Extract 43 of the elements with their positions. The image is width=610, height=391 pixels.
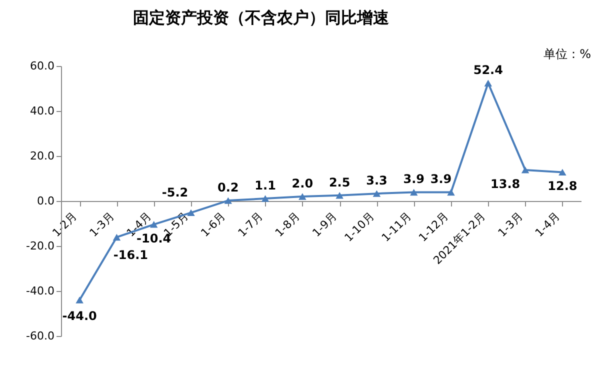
y-tick-label: -60.0 (26, 330, 54, 342)
data-label: 3.3 (366, 174, 388, 188)
point (447, 188, 455, 196)
data-label: 12.8 (548, 179, 578, 194)
y-tick-label: 0.0 (37, 194, 54, 208)
y-tick-label: 60.0 (30, 60, 54, 72)
point (410, 188, 418, 196)
point (187, 209, 195, 216)
chart-title: 固定资产投资（不含农户）同比增速 (133, 8, 390, 27)
point (521, 166, 530, 174)
x-tick-label: 1-6月 (198, 210, 228, 240)
data-label: -5.2 (162, 186, 188, 200)
data-label: -44.0 (62, 309, 97, 323)
data-label: 1.1 (254, 178, 276, 193)
point (336, 192, 344, 199)
point (558, 168, 566, 176)
point (261, 195, 270, 202)
data-label: 52.4 (473, 63, 503, 78)
data-label: 2.0 (292, 176, 314, 190)
x-tick-label: 1-3月 (87, 210, 117, 240)
data-label: 13.8 (490, 176, 520, 191)
y-tick-label: -40.0 (26, 284, 54, 298)
x-tick-label: 1-8月 (272, 210, 302, 240)
data-label: 2.5 (328, 175, 350, 190)
point (298, 193, 306, 200)
y-tick-label: -20.0 (26, 240, 54, 252)
point (76, 296, 84, 304)
chart-subtitle: 单位：% (544, 47, 591, 61)
point (150, 221, 158, 228)
y-tick-label: 20.0 (30, 150, 54, 162)
y-tick-label: 40.0 (30, 104, 54, 118)
point (224, 197, 232, 204)
point (372, 190, 381, 197)
data-label: -16.1 (113, 248, 148, 262)
x-tick-label: 1-3月 (496, 210, 526, 240)
x-tick-label: 1-4月 (532, 210, 562, 240)
x-tick-label: 1-7月 (236, 210, 266, 240)
x-tick-label: 1-9月 (310, 210, 340, 240)
point (112, 234, 121, 241)
data-label: 3.9 (403, 172, 424, 186)
data-label: 0.2 (218, 180, 239, 195)
point (484, 80, 492, 86)
data-label: 3.9 (430, 172, 452, 186)
